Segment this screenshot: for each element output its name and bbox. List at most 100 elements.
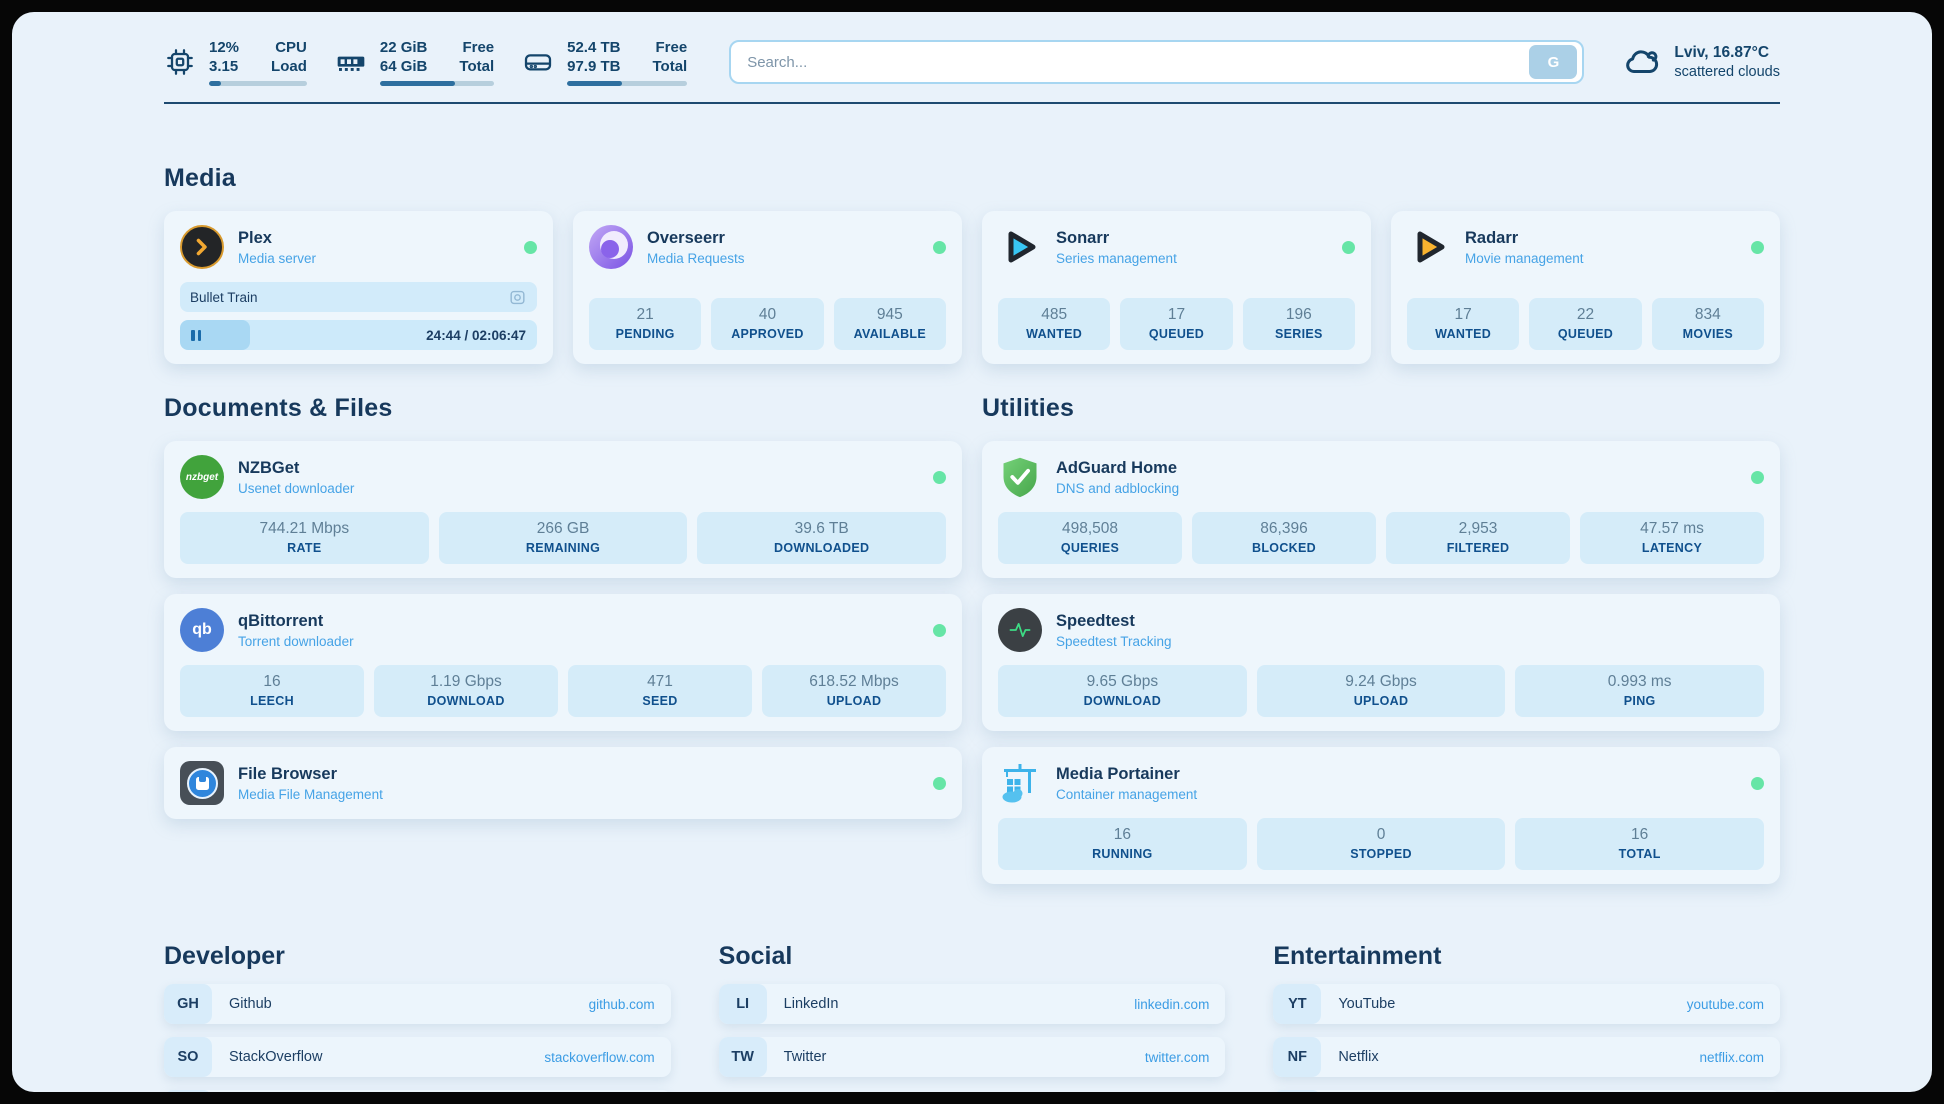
- memory-free-value: 22 GiB: [379, 39, 428, 56]
- cpu-icon: [167, 49, 193, 75]
- bookmark-name: Github: [229, 996, 272, 1012]
- weather-condition: scattered clouds: [1674, 64, 1780, 80]
- filebrowser-status-dot: [933, 776, 946, 790]
- overseerr-titles: Overseerr Media Requests: [647, 229, 745, 266]
- disk-progress-fill: [567, 81, 623, 86]
- memory-readout: 22 GiB Free 64 GiB Total: [379, 38, 495, 86]
- service-card-overseerr[interactable]: Overseerr Media Requests 21 PENDING 40 A…: [573, 211, 962, 364]
- qbittorrent-stat-leech: 16 LEECH: [180, 665, 364, 717]
- bookmark-twitter[interactable]: TW Twitter twitter.com: [718, 1037, 1226, 1077]
- portainer-card-header: Media Portainer Container management: [998, 761, 1764, 805]
- bookmark-groups: Developer GH Github github.com SO StackO…: [164, 942, 1780, 1092]
- stat-value: 834: [1694, 306, 1721, 323]
- service-card-adguard[interactable]: AdGuard Home DNS and adblocking 498,508 …: [982, 441, 1780, 578]
- section-media: Media Plex Media server: [164, 164, 1780, 364]
- bookmark-abbr: RE: [1273, 1090, 1322, 1092]
- speedtest-stats: 9.65 Gbps DOWNLOAD 9.24 Gbps UPLOAD 0.99…: [998, 652, 1765, 717]
- topbar: 12% CPU 3.15 Load: [164, 38, 1780, 86]
- cpu-widget: 12% CPU 3.15 Load: [164, 38, 307, 86]
- media-card-grid: Plex Media server Bullet Train 24:44 / 0: [164, 211, 1780, 364]
- cpu-progress-fill: [209, 81, 221, 86]
- cpu-percent-value: 12%: [209, 39, 240, 56]
- bookmark-url: netflix.com: [1699, 1049, 1764, 1065]
- group-social: Social LI LinkedIn linkedin.com TW Twitt…: [718, 942, 1226, 1092]
- service-card-filebrowser[interactable]: File Browser Media File Management: [164, 747, 962, 819]
- service-card-nzbget[interactable]: nzbget NZBGet Usenet downloader 744.21 M…: [164, 441, 962, 578]
- plex-now-playing-row: Bullet Train: [180, 282, 537, 312]
- adguard-stat-filtered: 2,953 FILTERED: [1386, 512, 1570, 564]
- portainer-name: Media Portainer: [1056, 764, 1180, 783]
- bookmark-youtube[interactable]: YT YouTube youtube.com: [1273, 984, 1780, 1024]
- disk-total-value: 97.9 TB: [567, 58, 621, 75]
- stat-label: FILTERED: [1446, 541, 1510, 555]
- overseerr-stat-approved: 40 APPROVED: [711, 298, 824, 350]
- dashboard-page: 12% CPU 3.15 Load: [12, 12, 1932, 1092]
- stat-value: 17: [1454, 306, 1472, 323]
- bookmark-github[interactable]: GH Github github.com: [164, 984, 671, 1024]
- service-card-portainer[interactable]: Media Portainer Container management 16 …: [982, 747, 1780, 884]
- stat-value: 1.19 Gbps: [430, 673, 502, 690]
- stat-label: WANTED: [1026, 327, 1083, 341]
- service-card-sonarr[interactable]: Sonarr Series management 485 WANTED 17 Q…: [982, 211, 1371, 364]
- bookmark-netflix[interactable]: NF Netflix netflix.com: [1273, 1037, 1780, 1077]
- radarr-stat-queued: 22 QUEUED: [1529, 298, 1642, 350]
- radarr-description: Movie management: [1465, 250, 1584, 266]
- media-section-title: Media: [164, 164, 236, 192]
- stat-label: WANTED: [1435, 327, 1492, 341]
- stat-value: 196: [1285, 306, 1312, 323]
- stat-label: DOWNLOAD: [427, 694, 505, 708]
- stat-value: 9.24 Gbps: [1345, 673, 1417, 690]
- qbittorrent-name: qBittorrent: [238, 611, 324, 630]
- overseerr-stats: 21 PENDING 40 APPROVED 945 AVAILABLE: [589, 285, 946, 350]
- bookmark-linkedin[interactable]: LI LinkedIn linkedin.com: [718, 984, 1226, 1024]
- service-card-qbittorrent[interactable]: qb qBittorrent Torrent downloader 16 LEE…: [164, 594, 962, 731]
- radarr-stat-wanted: 17 WANTED: [1407, 298, 1520, 350]
- search-provider-button[interactable]: G: [1529, 45, 1578, 79]
- bookmark-abbr: NF: [1273, 1037, 1322, 1077]
- search-bar: G: [729, 40, 1585, 84]
- disk-readout: 52.4 TB Free 97.9 TB Total: [567, 38, 688, 86]
- bookmark-url: linkedin.com: [1134, 996, 1210, 1012]
- service-card-speedtest[interactable]: Speedtest Speedtest Tracking 9.65 Gbps D…: [982, 594, 1780, 731]
- portainer-stat-stopped: 0 STOPPED: [1256, 818, 1506, 870]
- speedtest-stat-ping: 0.993 ms PING: [1515, 665, 1765, 717]
- stat-label: SERIES: [1274, 327, 1323, 341]
- stat-value: 945: [876, 306, 903, 323]
- entertainment-group-title: Entertainment: [1273, 942, 1442, 970]
- qbittorrent-description: Torrent downloader: [238, 633, 354, 649]
- qbittorrent-card-header: qb qBittorrent Torrent downloader: [180, 608, 946, 652]
- speedtest-card-header: Speedtest Speedtest Tracking: [998, 608, 1764, 652]
- speedtest-titles: Speedtest Speedtest Tracking: [1056, 612, 1172, 649]
- disk-widget: 52.4 TB Free 97.9 TB Total: [522, 38, 688, 86]
- stat-value: 22: [1576, 306, 1595, 323]
- qbittorrent-titles: qBittorrent Torrent downloader: [238, 612, 354, 649]
- header-divider: [164, 102, 1780, 104]
- speedtest-stat-upload: 9.24 Gbps UPLOAD: [1256, 665, 1506, 717]
- speedtest-icon: [998, 608, 1042, 652]
- qbittorrent-stats: 16 LEECH 1.19 Gbps DOWNLOAD 471 SEED 6: [180, 652, 946, 717]
- bookmark-url: stackoverflow.com: [544, 1049, 655, 1065]
- bookmark-reddit[interactable]: RE Reddit reddit.com: [1273, 1090, 1780, 1092]
- documents-card-stack: nzbget NZBGet Usenet downloader 744.21 M…: [164, 441, 962, 819]
- stat-value: 266 GB: [536, 520, 590, 537]
- disk-total-label: Total: [652, 58, 688, 75]
- service-card-radarr[interactable]: Radarr Movie management 17 WANTED 22 QUE…: [1391, 211, 1780, 364]
- speedtest-description: Speedtest Tracking: [1056, 633, 1172, 649]
- bookmark-dev[interactable]: DT DEV dev.to: [164, 1090, 671, 1092]
- service-card-plex[interactable]: Plex Media server Bullet Train 24:44 / 0: [164, 211, 553, 364]
- stat-label: QUEUED: [1148, 327, 1205, 341]
- search-input[interactable]: [747, 53, 1530, 71]
- overseerr-description: Media Requests: [647, 250, 745, 266]
- bookmark-name: LinkedIn: [783, 996, 839, 1012]
- cpu-label: CPU: [275, 39, 307, 56]
- section-documents-utilities: Documents & Files nzbget NZBGet Usenet d…: [164, 394, 1780, 884]
- stat-value: 21: [636, 306, 654, 323]
- stat-label: PENDING: [615, 327, 675, 341]
- stat-label: SEED: [642, 694, 678, 708]
- stat-value: 40: [758, 306, 777, 323]
- bookmark-stackoverflow[interactable]: SO StackOverflow stackoverflow.com: [164, 1037, 671, 1077]
- sonarr-stats: 485 WANTED 17 QUEUED 196 SERIES: [998, 285, 1355, 350]
- speedtest-name: Speedtest: [1056, 611, 1135, 630]
- plex-playback-time: 24:44 / 02:06:47: [426, 327, 526, 343]
- bookmark-url: twitter.com: [1144, 1049, 1210, 1065]
